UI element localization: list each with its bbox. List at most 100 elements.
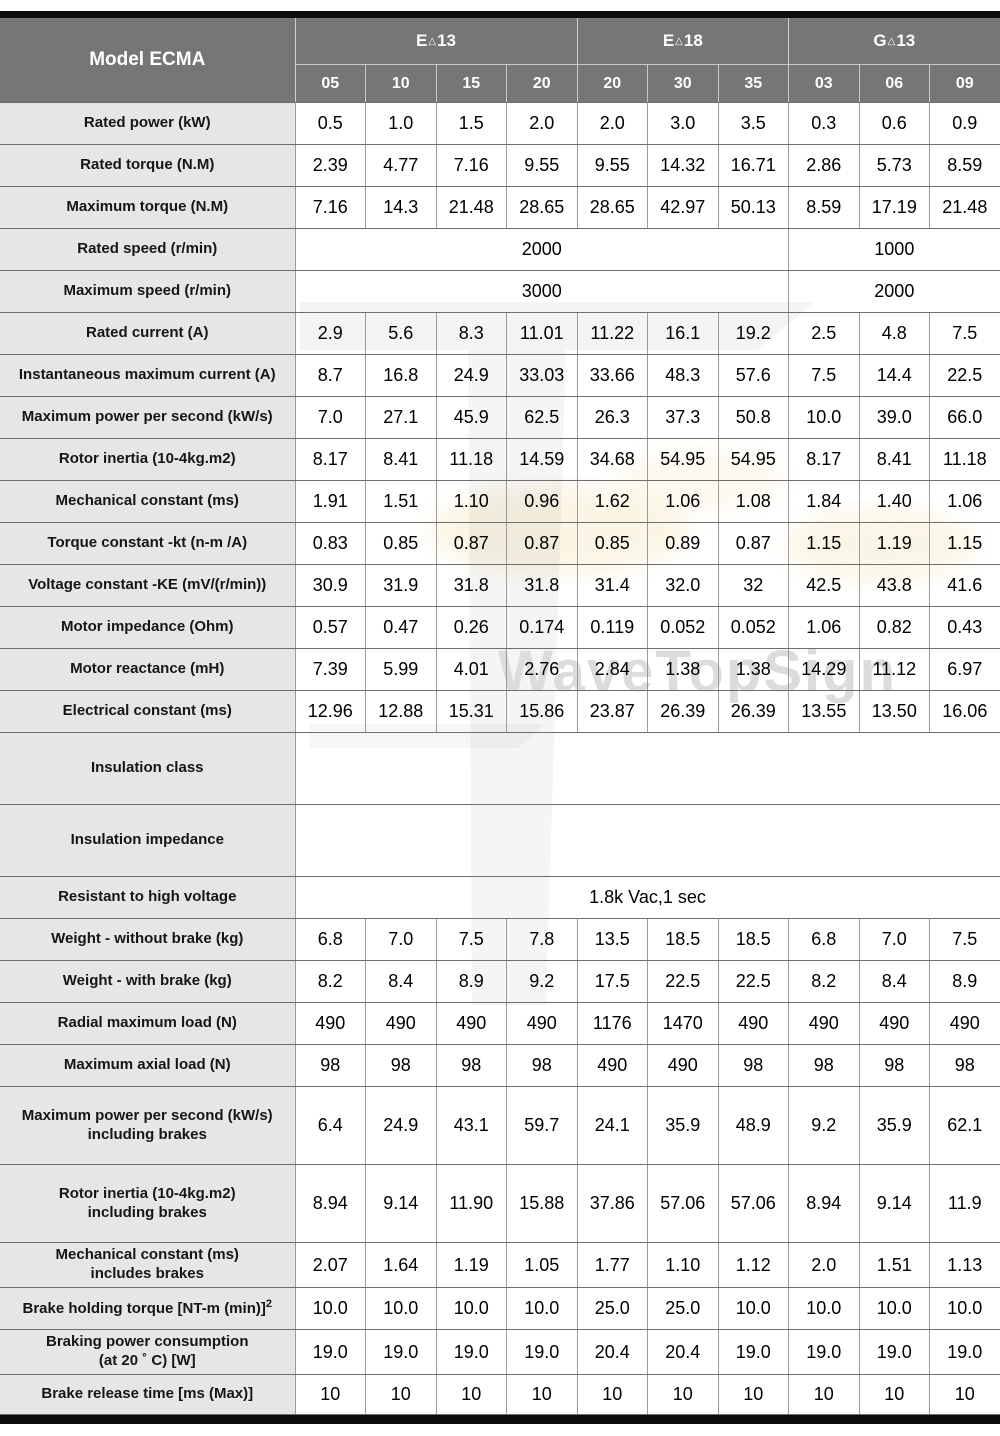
spec-value: 11.18	[929, 438, 1000, 481]
column-header: 10	[365, 64, 437, 103]
spec-value: 6.8	[788, 918, 860, 961]
spec-label-line: Rated speed (r/min)	[77, 240, 218, 258]
spec-label: Motor impedance (Ohm)	[0, 606, 296, 649]
spec-value: 1.10	[647, 1242, 719, 1288]
spec-value: 24.1	[576, 1086, 649, 1165]
spec-value: 8.41	[365, 438, 437, 481]
spec-value: 8.41	[858, 438, 931, 481]
spec-label: Rotor inertia (10-4kg.m2)	[0, 438, 296, 481]
spec-value: 14.59	[506, 438, 578, 481]
spec-label-line: Mechanical constant (ms)	[55, 1246, 239, 1264]
column-header: 35	[717, 64, 790, 103]
spec-value: 66.0	[929, 396, 1000, 439]
bottom-black-bar	[0, 1415, 1000, 1424]
spec-label: Maximum power per second (kW/s) including…	[0, 1086, 296, 1165]
spec-label-line: Maximum axial load (N)	[63, 1056, 231, 1074]
spec-value: 2.07	[294, 1242, 366, 1288]
spec-label: Voltage constant -KE (mV/(r/min))	[0, 564, 296, 607]
spec-value: 39.0	[858, 396, 931, 439]
table-row: Rotor inertia (10-4kg.m2) including brake…	[0, 1164, 1000, 1243]
spec-value: 31.9	[365, 564, 437, 607]
spec-value: 19.0	[858, 1329, 931, 1375]
spec-label: Maximum speed (r/min)	[0, 270, 296, 313]
spec-value: 28.65	[576, 186, 649, 229]
spec-value: 25.0	[576, 1287, 649, 1330]
spec-value: 0.174	[506, 606, 578, 649]
spec-value: 10.0	[788, 1287, 860, 1330]
spec-value: 35.9	[858, 1086, 931, 1165]
spec-value: 14.4	[858, 354, 931, 397]
spec-label: Rated power (kW)	[0, 102, 296, 145]
spec-value: 54.95	[717, 438, 790, 481]
spec-value: 8.4	[365, 960, 437, 1003]
spec-value: 57.6	[717, 354, 790, 397]
spec-value: 2.0	[506, 102, 578, 145]
spec-value: 5.99	[365, 648, 437, 691]
spec-value: 2.5	[788, 312, 860, 355]
spec-label-line: Radial maximum load (N)	[57, 1014, 237, 1032]
table-row: Rated power (kW) 0.5 1.0 1.5 2.0 2.0 3.0 3.5 0.3…	[0, 102, 1000, 145]
spec-value: 98	[365, 1044, 437, 1087]
spec-value: 1.40	[858, 480, 931, 523]
spec-label: Torque constant -kt (n-m /A)	[0, 522, 296, 565]
spec-value: 0.26	[435, 606, 507, 649]
spec-value: 1.51	[365, 480, 437, 523]
spec-value: 8.2	[788, 960, 860, 1003]
spec-value: 490	[506, 1002, 578, 1045]
column-header: 06	[858, 64, 931, 103]
spec-value: 0.47	[365, 606, 437, 649]
spec-label-line: Insulation class	[90, 759, 204, 777]
spec-label: Rated torque (N.M)	[0, 144, 296, 187]
spec-value: 16.71	[717, 144, 790, 187]
spec-value: 5.73	[858, 144, 931, 187]
spec-value-merged: 1.8k Vac,1 sec	[294, 876, 1000, 919]
spec-value: 2.86	[788, 144, 860, 187]
spec-label: Braking power consumption (at 20 ˚ C) [W]	[0, 1329, 296, 1375]
spec-value: 0.87	[717, 522, 790, 565]
table-row: Maximum torque (N.M) 7.16 14.3 21.48 28.65 28…	[0, 186, 1000, 229]
spec-value: 7.5	[929, 918, 1000, 961]
spec-value: 26.39	[717, 690, 790, 733]
spec-value: 11.90	[435, 1164, 507, 1243]
spec-label-line: Rotor inertia (10-4kg.m2)	[58, 1184, 236, 1202]
spec-label: Brake release time [ms (Max)]	[0, 1374, 296, 1415]
spec-value-merged	[294, 804, 1000, 877]
spec-value: 2.76	[506, 648, 578, 691]
spec-label-line: Mechanical constant (ms)	[55, 492, 239, 510]
table-row: Weight - with brake (kg) 8.2 8.4 8.9 9.2 17.5…	[0, 960, 1000, 1003]
spec-value: 6.4	[294, 1086, 366, 1165]
spec-value: 1.12	[717, 1242, 790, 1288]
spec-value: 0.96	[506, 480, 578, 523]
spec-label: Instantaneous maximum current (A)	[0, 354, 296, 397]
spec-value: 10	[647, 1374, 719, 1415]
spec-value: 7.0	[365, 918, 437, 961]
spec-value: 10	[788, 1374, 860, 1415]
spec-value: 12.96	[294, 690, 366, 733]
spec-value: 9.14	[365, 1164, 437, 1243]
spec-value: 57.06	[717, 1164, 790, 1243]
spec-value: 7.8	[506, 918, 578, 961]
group-number: 13	[437, 31, 456, 50]
spec-value: 1.15	[929, 522, 1000, 565]
table-row: Insulation class	[0, 732, 1000, 805]
spec-value: 98	[717, 1044, 790, 1087]
spec-value: 59.7	[506, 1086, 578, 1165]
spec-label-line: Weight - with brake (kg)	[62, 972, 232, 990]
spec-value: 27.1	[365, 396, 437, 439]
spec-value: 34.68	[576, 438, 649, 481]
spec-value: 43.1	[435, 1086, 507, 1165]
table-row: Resistant to high voltage 1.8k Vac,1 sec	[0, 876, 1000, 919]
spec-value: 10.0	[717, 1287, 790, 1330]
spec-table-wrap: Model ECMA E△13 E△18 G△13 05 10 15 20 20 30 35 03 06…	[0, 18, 1000, 1424]
spec-value: 62.5	[506, 396, 578, 439]
spec-label-line: Rated power (kW)	[83, 114, 211, 132]
spec-label: Maximum axial load (N)	[0, 1044, 296, 1087]
table-row: Motor reactance (mH) 7.39 5.99 4.01 2.76 2.84…	[0, 648, 1000, 691]
spec-value: 14.29	[788, 648, 860, 691]
spec-value: 18.5	[647, 918, 719, 961]
spec-value: 1.19	[435, 1242, 507, 1288]
spec-value: 21.48	[929, 186, 1000, 229]
spec-value: 1.38	[647, 648, 719, 691]
spec-label: Maximum power per second (kW/s)	[0, 396, 296, 439]
